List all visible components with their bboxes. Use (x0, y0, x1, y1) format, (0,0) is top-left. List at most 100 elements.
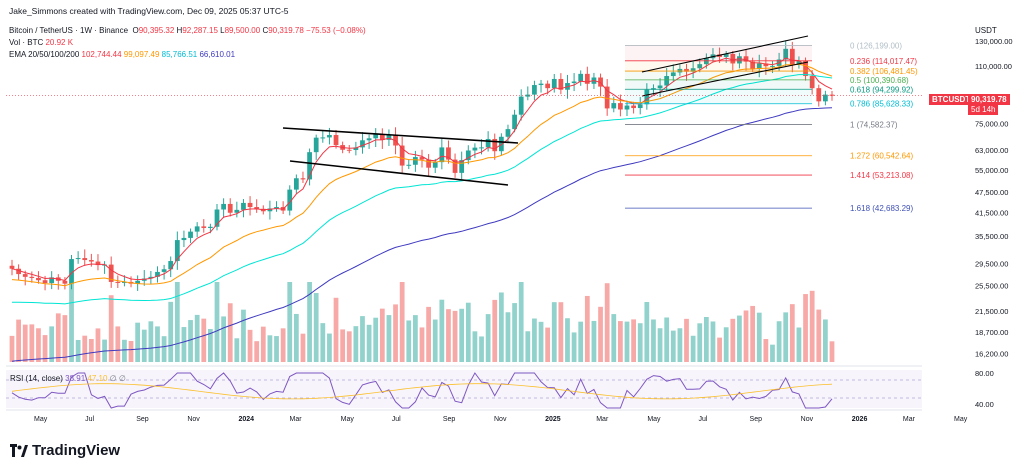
candle-body (406, 164, 412, 166)
ohlc-o-label: O (132, 26, 139, 35)
rsi-ma-line (11, 383, 833, 400)
time-tick-label: Nov (801, 416, 814, 423)
ohlc-change: −75.53 (−0.08%) (306, 26, 366, 35)
candle-body (254, 207, 260, 209)
candle-body (611, 103, 617, 109)
volume-bar (631, 319, 636, 362)
volume-bar (313, 293, 319, 362)
volume-bar (677, 328, 683, 362)
fib-level-label: 0.5 (100,390.68) (850, 76, 909, 85)
time-tick-label: Jul (698, 416, 707, 423)
volume-bar (823, 319, 828, 362)
ohlc-high: 92,287.15 (182, 26, 218, 35)
candle-body (789, 48, 795, 65)
rsi-label[interactable]: RSI (14, close) (10, 374, 63, 383)
volume-label[interactable]: Vol · BTC (9, 38, 44, 47)
volume-bar (684, 318, 689, 362)
volume-bar (472, 331, 478, 362)
ema-20-value: 102,744.44 (81, 50, 122, 59)
volume-bar (492, 299, 498, 362)
volume-bar (9, 335, 15, 362)
candle-body (631, 105, 636, 109)
candle-body (796, 60, 802, 65)
last-price-tag: 90,319.78 (968, 94, 1010, 105)
candle-body (287, 189, 293, 211)
candle-body (829, 94, 835, 96)
author-line: Jake_Simmons created with TradingView.co… (9, 6, 289, 16)
candle-body (743, 56, 749, 62)
tradingview-brand[interactable]: TradingView (10, 442, 120, 459)
rsi-line (11, 372, 833, 409)
time-tick-label: 2024 (238, 416, 254, 423)
candle-body (36, 277, 41, 281)
candle-body (763, 63, 769, 67)
volume-bar (518, 282, 524, 362)
volume-bar (637, 323, 643, 362)
volume-bar (452, 310, 458, 362)
ema-200-line (11, 107, 833, 362)
candle-body (49, 277, 55, 284)
volume-bar (366, 324, 372, 362)
ohlc-low: 89,500.00 (224, 26, 261, 35)
rsi-value: 38.91 (65, 374, 86, 383)
volume-bar (399, 282, 405, 362)
candle-body (88, 260, 94, 262)
volume-bar (525, 331, 531, 362)
fib-zone (625, 71, 812, 80)
volume-bar (340, 329, 346, 362)
rsi-tick-label: 40.00 (975, 400, 994, 409)
candle-body (208, 226, 213, 228)
candle-body (168, 261, 174, 270)
volume-bar (260, 326, 266, 362)
candle-body (69, 259, 74, 284)
candle-body (188, 231, 193, 238)
volume-bar (505, 312, 511, 362)
candle-body (697, 64, 703, 69)
ohlc-line: Bitcoin / TetherUS · 1W · Binance O90,39… (9, 26, 366, 35)
volume-bar (36, 328, 41, 362)
candle-body (525, 94, 531, 97)
price-tick-label: 25,500.00 (975, 281, 1008, 290)
symbol-label[interactable]: Bitcoin / TetherUS · 1W · Binance (9, 26, 129, 35)
volume-bar (254, 341, 260, 362)
time-tick-label: May (341, 416, 355, 423)
volume-bar (783, 312, 789, 362)
candle-body (201, 226, 207, 228)
volume-bar (201, 318, 207, 362)
ohlc-open: 90,395.32 (138, 26, 175, 35)
time-tick-label: Mar (596, 416, 609, 423)
volume-bar (174, 282, 180, 362)
ema-100-value: 85,766.51 (161, 50, 198, 59)
candle-body (155, 271, 160, 277)
time-tick-label: Sep (136, 416, 149, 423)
volume-bar (274, 336, 279, 362)
currency-label: USDT (975, 26, 997, 35)
candle-body (426, 159, 431, 168)
candle-body (783, 48, 789, 60)
candle-body (161, 269, 167, 272)
candle-body (644, 89, 650, 105)
time-tick-label: Sep (750, 416, 763, 423)
volume-bar (730, 318, 736, 362)
volume-bar (485, 314, 491, 362)
candle-body (399, 145, 405, 166)
channel-upper (641, 35, 809, 73)
volume-bar (651, 319, 656, 362)
volume-bar (307, 282, 312, 362)
volume-bar (62, 315, 68, 362)
volume-bar (386, 315, 392, 362)
volume-bar (227, 303, 233, 362)
candle-body (115, 281, 121, 283)
candle-body (690, 68, 696, 72)
candle-body (532, 85, 537, 95)
volume-bar (743, 310, 749, 362)
volume-bar (723, 327, 729, 362)
ema-label[interactable]: EMA 20/50/100/200 (9, 50, 80, 59)
volume-bar (122, 339, 127, 362)
volume-bar (750, 305, 756, 362)
volume-bar (42, 335, 48, 362)
ema-line: EMA 20/50/100/200 102,744.44 99,097.49 8… (9, 50, 235, 59)
candle-body (770, 65, 775, 67)
candle-body (604, 86, 610, 109)
